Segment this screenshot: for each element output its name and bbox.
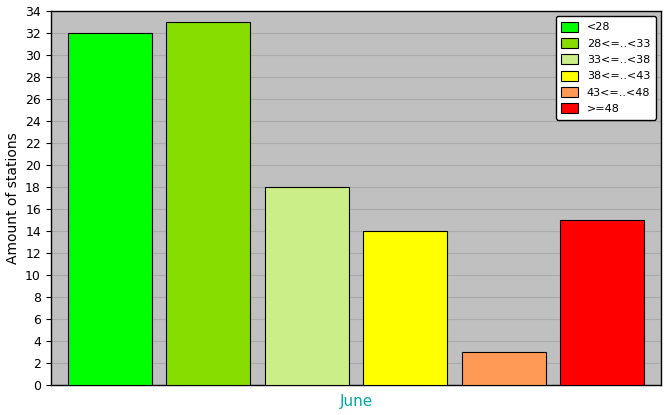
Bar [364, 231, 447, 385]
Bar [68, 32, 151, 385]
Legend: <28, 28<=..<33, 33<=..<38, 38<=..<43, 43<=..<48, >=48: <28, 28<=..<33, 33<=..<38, 38<=..<43, 43… [556, 16, 656, 120]
Bar [167, 22, 250, 385]
Bar [265, 187, 349, 385]
Bar [462, 352, 546, 385]
Bar [560, 220, 644, 385]
Y-axis label: Amount of stations: Amount of stations [5, 132, 19, 264]
